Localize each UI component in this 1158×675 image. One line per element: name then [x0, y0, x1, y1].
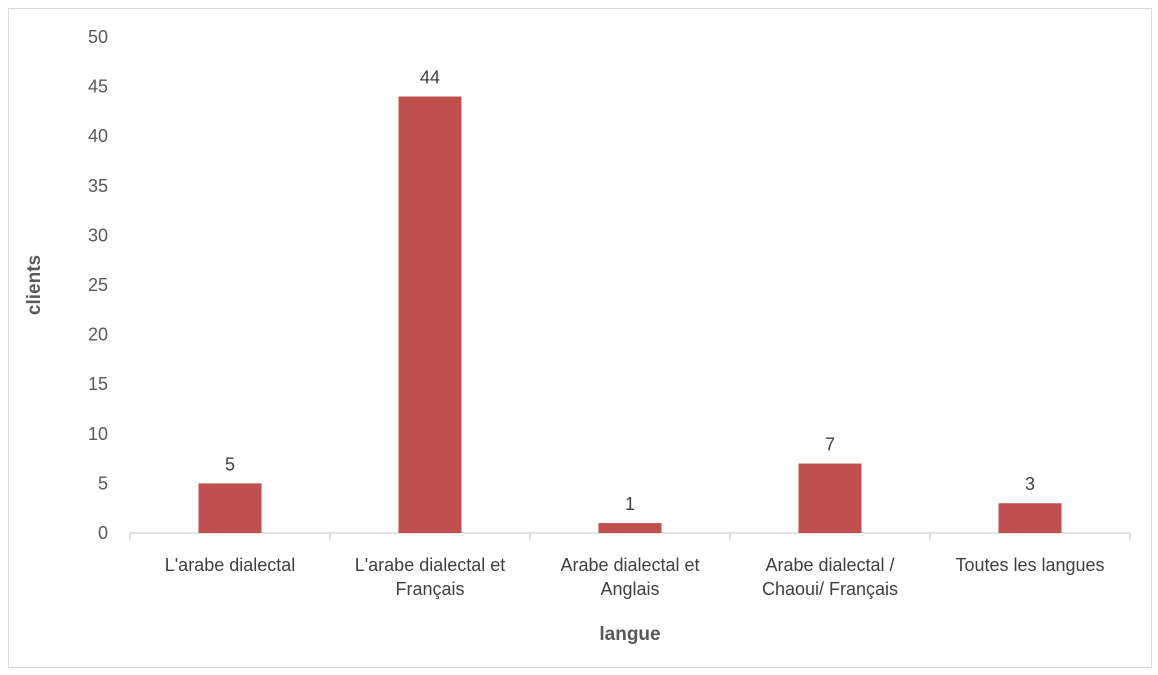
y-tick-label: 15	[88, 374, 108, 394]
data-label: 44	[420, 68, 440, 88]
bars	[198, 96, 1062, 534]
chart-frame	[8, 8, 1152, 668]
bar	[198, 483, 262, 533]
y-tick-label: 5	[98, 473, 108, 493]
category-label: L'arabe dialectal et Français	[355, 555, 506, 599]
category-labels: L'arabe dialectal L'arabe dialectal et Fra…	[165, 555, 1105, 599]
y-tick-label: 20	[88, 325, 108, 345]
y-tick-label: 35	[88, 176, 108, 196]
bar	[398, 96, 462, 534]
y-tick-label: 50	[88, 27, 108, 47]
bar	[798, 463, 862, 533]
x-axis-title: langue	[599, 624, 660, 645]
data-label: 5	[225, 454, 235, 474]
y-axis-title: clients	[24, 255, 45, 315]
category-label: L'arabe dialectal	[165, 555, 296, 575]
x-axis-tick-marks	[129, 533, 1131, 540]
y-tick-label: 40	[88, 126, 108, 146]
y-axis-ticks: 0 5 10 15 20 25 30 35 40 45 50	[88, 27, 108, 543]
y-tick-label: 10	[88, 424, 108, 444]
bar	[998, 503, 1062, 533]
category-label: Toutes les langues	[955, 555, 1104, 575]
data-label: 1	[625, 494, 635, 514]
category-label: Arabe dialectal / Chaoui/ Français	[762, 555, 898, 599]
data-labels: 5 44 1 7 3	[225, 68, 1035, 515]
data-label: 3	[1025, 474, 1035, 494]
y-tick-label: 25	[88, 275, 108, 295]
y-tick-label: 45	[88, 77, 108, 97]
bar	[598, 523, 662, 533]
y-tick-label: 0	[98, 523, 108, 543]
category-label: Arabe dialectal et Anglais	[560, 555, 699, 599]
y-tick-label: 30	[88, 225, 108, 245]
data-label: 7	[825, 435, 835, 455]
